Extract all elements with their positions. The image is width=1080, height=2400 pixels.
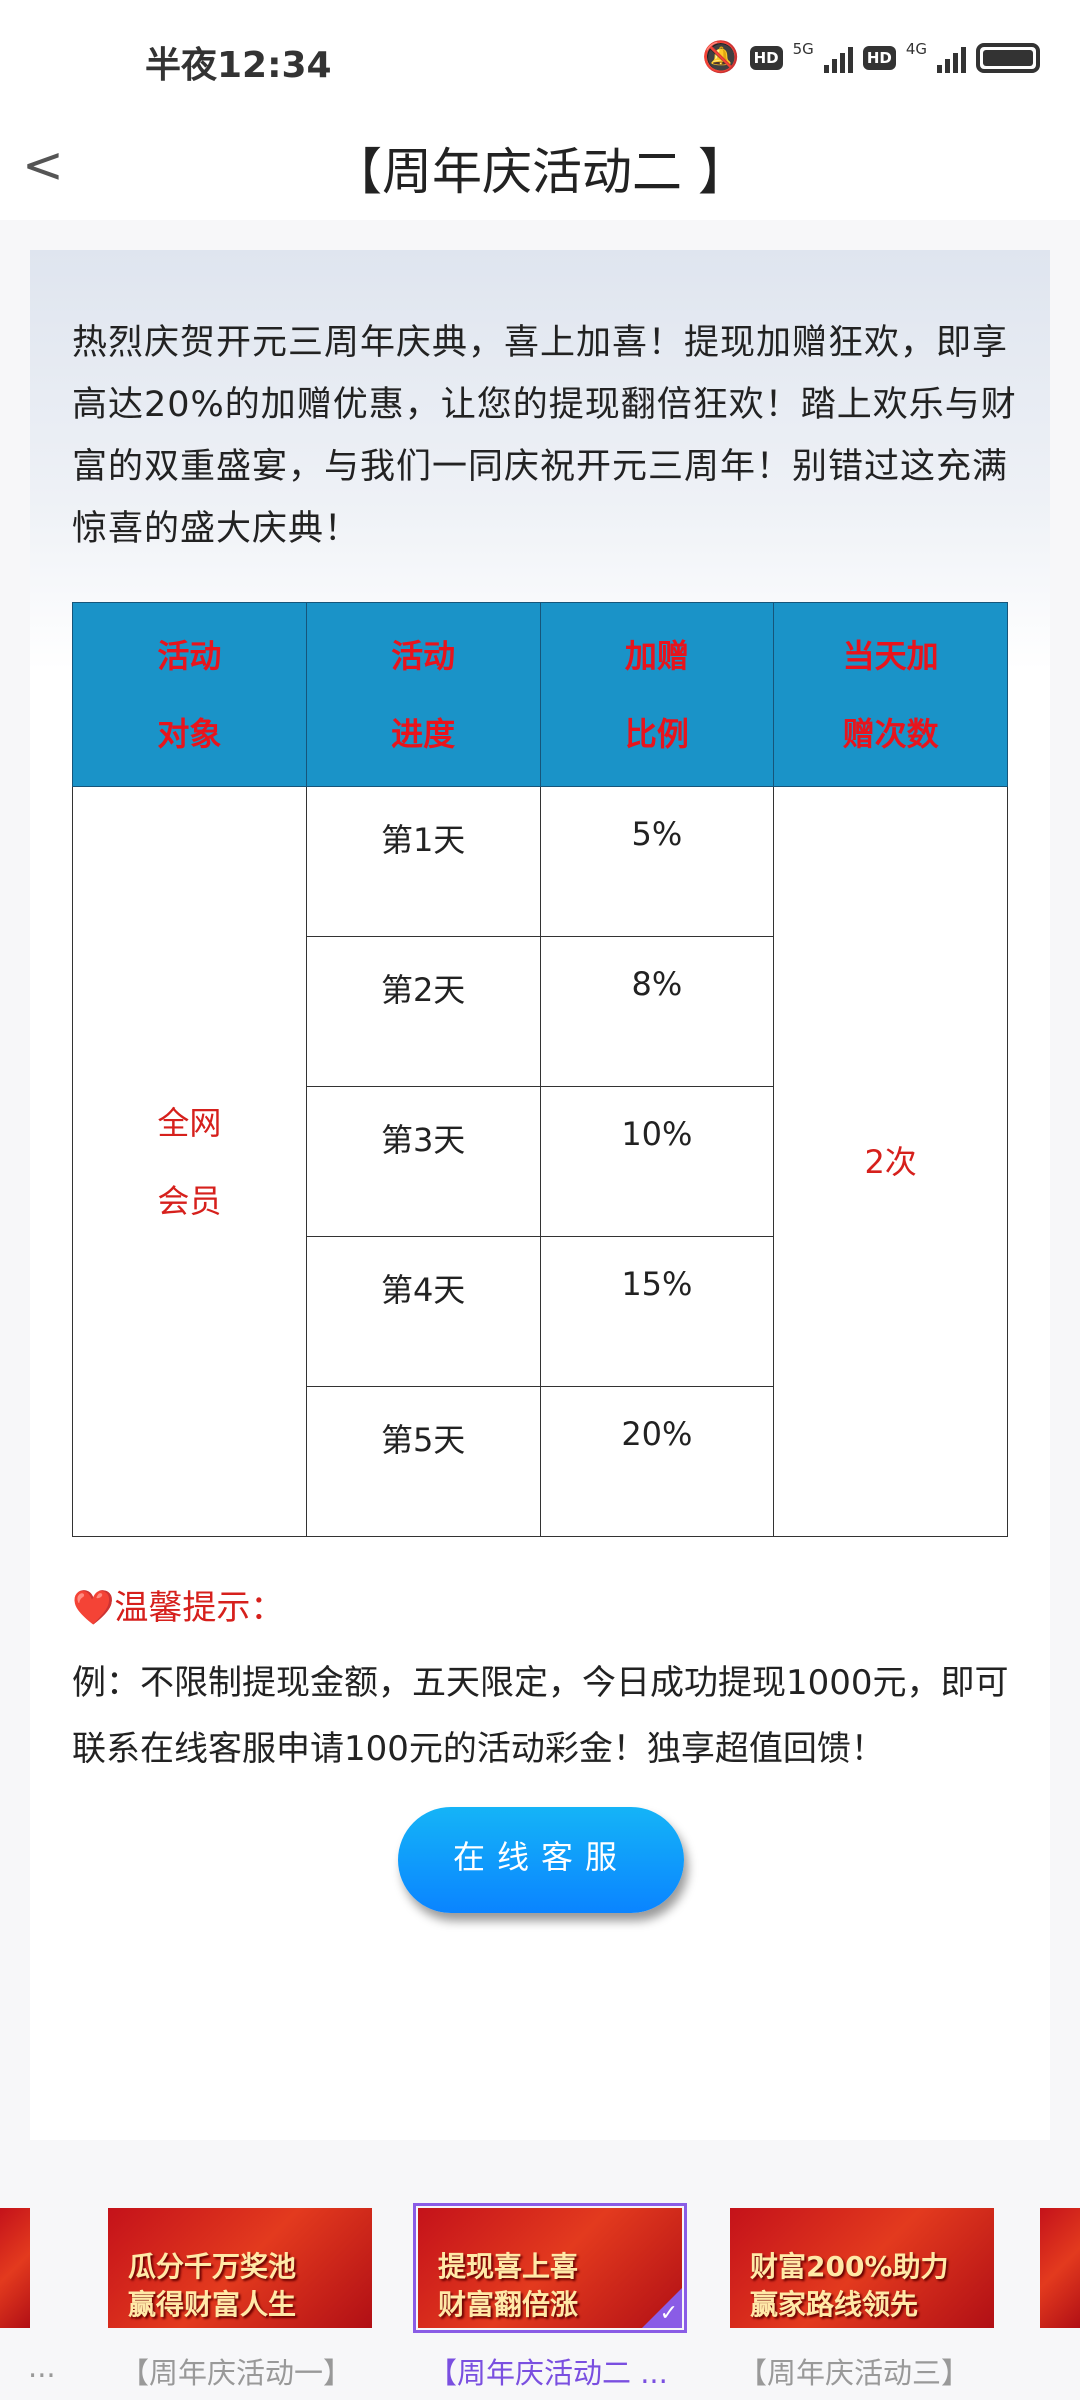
day-cell: 第2天	[305, 936, 541, 1087]
carousel-label[interactable]: 【周年庆活动一】	[120, 2356, 353, 2390]
tip-heading: ❤️温馨提示：	[72, 1588, 285, 1628]
carousel-label-selected[interactable]: 【周年庆活动二 ...	[428, 2356, 668, 2390]
day-cell: 第4天	[305, 1236, 541, 1387]
carousel-thumb-1[interactable]: 瓜分千万奖池 赢得财富人生	[108, 2208, 372, 2328]
header-progress: 活动 进度	[305, 602, 541, 787]
table-row: 第3天 10%	[73, 1086, 1008, 1237]
example-text: 例：不限制提现金额，五天限定，今日成功提现1000元，即可联系在线客服申请100…	[72, 1663, 1009, 1769]
table-row: 全网 会员 第1天 5% 2次	[72, 786, 1008, 1537]
activity-carousel[interactable]: 瓜分千万奖池 赢得财富人生 提现喜上喜 财富翻倍涨 ✓ 财富200%助力 赢家路线领先	[0, 2203, 1080, 2333]
table-row: 第5天 20%	[73, 1386, 1008, 1537]
times-cell: 2次	[773, 786, 1008, 1537]
hd-icon: HD	[749, 45, 783, 70]
rate-cell: 10%	[539, 1086, 775, 1237]
day-cell: 第1天	[305, 786, 541, 937]
content-card: 热烈庆贺开元三周年庆典，喜上加喜！提现加赠狂欢，即享高达20%的加赠优惠，让您的…	[30, 250, 1050, 2140]
carousel-label[interactable]: 【周年庆活动三】	[738, 2356, 971, 2390]
online-service-button[interactable]: 在线客服	[398, 1807, 684, 1913]
day-cell: 第3天	[305, 1086, 541, 1237]
network-4g-label: 4G	[905, 40, 927, 58]
bonus-table: 活动 对象 活动 进度 加赠 比例 当天加 赠次数 全网 会员 第1天 5% 2次 第2天…	[72, 602, 1008, 1537]
table-header-row: 活动 对象 活动 进度 加赠 比例 当天加 赠次数	[72, 602, 1008, 787]
signal-icon	[823, 43, 853, 73]
day-cell: 第5天	[305, 1386, 541, 1537]
carousel-thumb-2[interactable]: 提现喜上喜 财富翻倍涨 ✓	[413, 2203, 687, 2333]
rate-cell: 15%	[539, 1236, 775, 1387]
heart-icon: ❤️	[72, 1588, 115, 1628]
signal-icon	[937, 43, 966, 73]
intro-text: 热烈庆贺开元三周年庆典，喜上加喜！提现加赠狂欢，即享高达20%的加赠优惠，让您的…	[72, 323, 1017, 549]
table-row: 第4天 15%	[73, 1236, 1008, 1387]
status-bar: 半夜12:34 🔕 HD 5G HD 4G	[0, 0, 1080, 110]
carousel-thumb-partial[interactable]	[0, 2208, 30, 2328]
app-header: < 【周年庆活动二 】	[0, 110, 1080, 220]
check-icon: ✓	[659, 2301, 678, 2326]
mute-bell-icon: 🔕	[702, 40, 740, 75]
hd-icon: HD	[862, 45, 896, 70]
page-title: 【周年庆活动二 】	[332, 143, 748, 201]
clock: 半夜12:34	[145, 45, 332, 86]
network-5g-label: 5G	[792, 40, 814, 58]
back-button[interactable]: <	[22, 136, 64, 194]
rate-cell: 20%	[539, 1386, 775, 1537]
carousel-thumb-3[interactable]: 财富200%助力 赢家路线领先	[730, 2208, 994, 2328]
carousel-thumb-partial[interactable]	[1040, 2208, 1080, 2328]
header-times: 当天加 赠次数	[773, 602, 1008, 787]
table-row: 第2天 8%	[73, 936, 1008, 1087]
rate-cell: 5%	[539, 786, 775, 937]
status-icons: 🔕 HD 5G HD 4G	[702, 40, 1040, 75]
battery-icon	[976, 42, 1040, 73]
rate-cell: 8%	[539, 936, 775, 1087]
header-rate: 加赠 比例	[539, 602, 775, 787]
carousel-label[interactable]: ...	[28, 2350, 56, 2384]
target-cell: 全网 会员	[72, 786, 307, 1537]
header-target: 活动 对象	[72, 602, 307, 787]
